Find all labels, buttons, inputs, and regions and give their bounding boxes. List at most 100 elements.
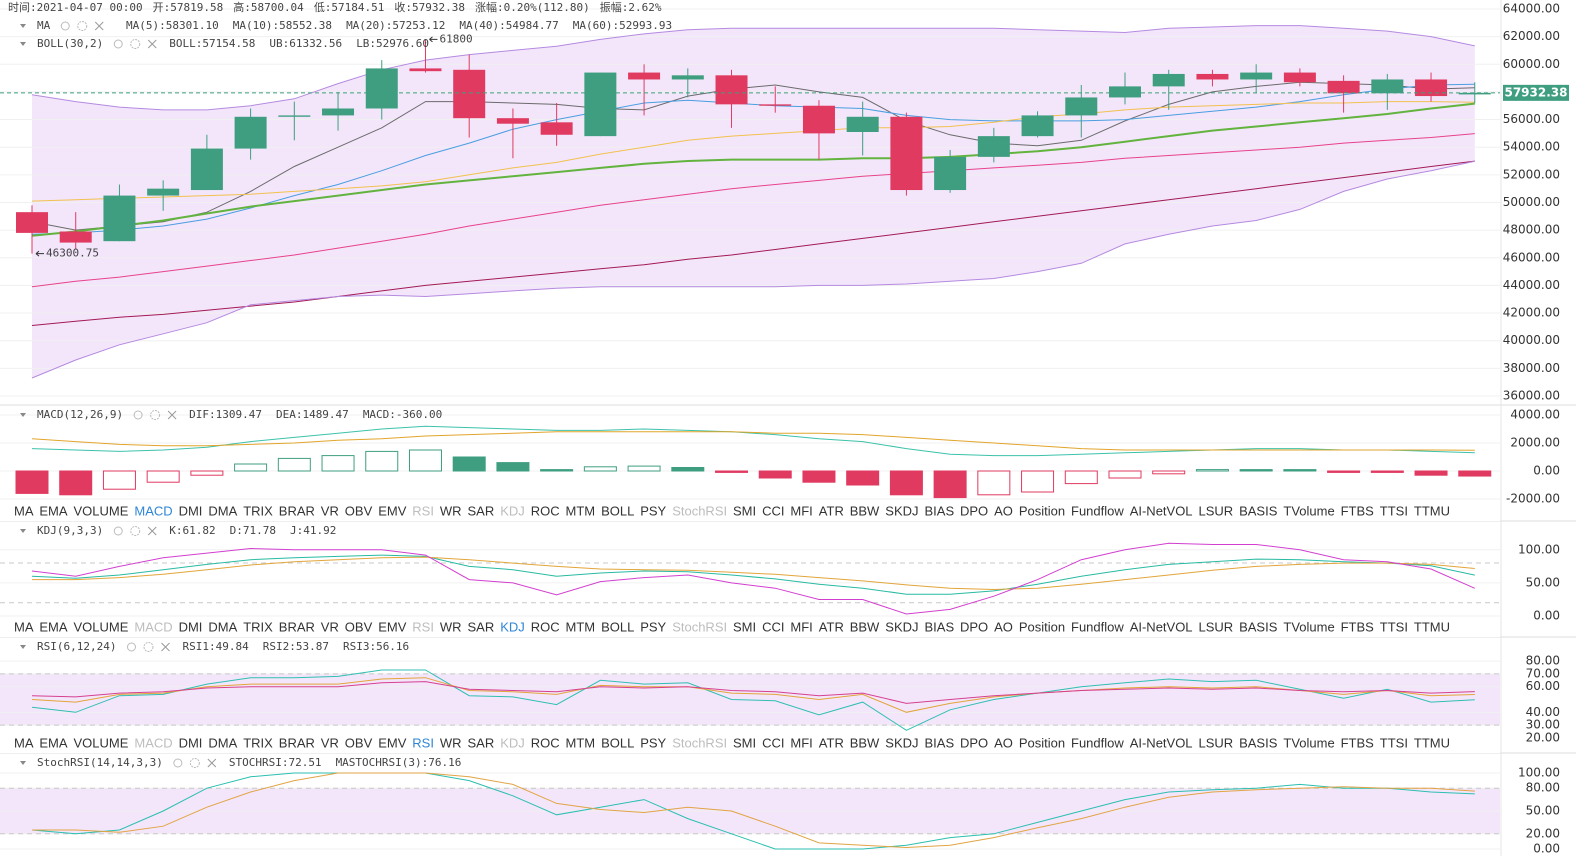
indicator-tab[interactable]: SAR xyxy=(468,735,495,750)
indicator-tab[interactable]: OBV xyxy=(345,619,373,634)
indicator-tab[interactable]: KDJ xyxy=(500,735,525,750)
indicator-tab[interactable]: VOLUME xyxy=(74,503,129,518)
indicator-tab[interactable]: ROC xyxy=(531,503,560,518)
collapse-arrow[interactable] xyxy=(20,42,26,46)
indicator-tab[interactable]: MACD xyxy=(134,503,172,518)
indicator-tab[interactable]: PSY xyxy=(640,503,666,518)
settings-icon[interactable] xyxy=(150,410,161,420)
indicator-tab[interactable]: Fundflow xyxy=(1071,619,1124,634)
indicator-tab[interactable]: ROC xyxy=(531,619,560,634)
collapse-arrow[interactable] xyxy=(20,645,26,649)
indicator-tab[interactable]: DMA xyxy=(208,735,237,750)
collapse-arrow[interactable] xyxy=(20,529,26,533)
indicator-tab[interactable]: BRAR xyxy=(279,503,315,518)
close-icon[interactable] xyxy=(147,39,157,49)
indicator-tab[interactable]: BOLL xyxy=(601,735,634,750)
indicator-tab[interactable]: EMV xyxy=(378,735,407,750)
indicator-tab[interactable]: StochRSI xyxy=(672,503,727,518)
indicator-tab[interactable]: Position xyxy=(1019,503,1065,518)
indicator-tab[interactable]: DPO xyxy=(960,503,988,518)
indicator-tab[interactable]: EMA xyxy=(39,619,68,634)
indicator-tab[interactable]: SMI xyxy=(733,503,756,518)
indicator-tab[interactable]: ATR xyxy=(819,503,844,518)
indicator-tab[interactable]: Fundflow xyxy=(1071,503,1124,518)
indicator-tab[interactable]: MFI xyxy=(790,619,812,634)
indicator-tab[interactable]: AO xyxy=(994,503,1013,518)
indicator-tab[interactable]: MTM xyxy=(566,735,596,750)
indicator-tab[interactable]: Fundflow xyxy=(1071,735,1124,750)
indicator-tab[interactable]: AI-NetVOL xyxy=(1130,619,1193,634)
indicator-tab[interactable]: MACD xyxy=(134,619,172,634)
indicator-tab[interactable]: BIAS xyxy=(925,735,955,750)
indicator-tab[interactable]: BOLL xyxy=(601,619,634,634)
indicator-tab[interactable]: StochRSI xyxy=(672,619,727,634)
indicator-tab[interactable]: AI-NetVOL xyxy=(1130,735,1193,750)
indicator-tab[interactable]: SMI xyxy=(733,735,756,750)
settings-icon[interactable] xyxy=(189,758,200,768)
indicator-tab[interactable]: DPO xyxy=(960,619,988,634)
indicator-tab[interactable]: MA xyxy=(14,619,34,634)
indicator-tab[interactable]: MFI xyxy=(790,503,812,518)
close-icon[interactable] xyxy=(94,21,104,31)
indicator-tab[interactable]: Position xyxy=(1019,735,1065,750)
indicator-tab[interactable]: TVolume xyxy=(1283,503,1334,518)
indicator-tab[interactable]: MTM xyxy=(566,619,596,634)
indicator-tab[interactable]: VOLUME xyxy=(74,735,129,750)
indicator-tab[interactable]: BBW xyxy=(850,735,880,750)
indicator-tab[interactable]: StochRSI xyxy=(672,735,727,750)
indicator-tab[interactable]: PSY xyxy=(640,735,666,750)
indicator-tab[interactable]: RSI xyxy=(412,735,434,750)
collapse-arrow[interactable] xyxy=(20,413,26,417)
indicator-tab[interactable]: MTM xyxy=(566,503,596,518)
indicator-tab[interactable]: ROC xyxy=(531,735,560,750)
indicator-tab[interactable]: WR xyxy=(440,735,462,750)
indicator-tab[interactable]: BASIS xyxy=(1239,503,1278,518)
close-icon[interactable] xyxy=(161,642,170,652)
indicator-tab[interactable]: CCI xyxy=(762,503,784,518)
indicator-tab[interactable]: BIAS xyxy=(925,503,955,518)
indicator-tab[interactable]: ATR xyxy=(819,735,844,750)
indicator-tab[interactable]: RSI xyxy=(412,619,434,634)
indicator-tab[interactable]: RSI xyxy=(412,503,434,518)
indicator-tab[interactable]: VOLUME xyxy=(74,619,129,634)
indicator-tab[interactable]: VR xyxy=(321,735,339,750)
indicator-tab[interactable]: FTBS xyxy=(1341,735,1375,750)
indicator-tab[interactable]: MA xyxy=(14,503,34,518)
indicator-tab[interactable]: TVolume xyxy=(1283,619,1334,634)
indicator-tab[interactable]: CCI xyxy=(762,619,784,634)
indicator-tab[interactable]: BBW xyxy=(850,503,880,518)
indicator-tab[interactable]: LSUR xyxy=(1199,619,1234,634)
indicator-tab[interactable]: LSUR xyxy=(1199,503,1234,518)
indicator-tab[interactable]: Position xyxy=(1019,619,1065,634)
close-icon[interactable] xyxy=(147,526,157,536)
indicator-tab[interactable]: OBV xyxy=(345,503,373,518)
indicator-tab[interactable]: DMI xyxy=(179,619,203,634)
indicator-tab[interactable]: FTBS xyxy=(1341,619,1375,634)
indicator-tab[interactable]: LSUR xyxy=(1199,735,1234,750)
visibility-icon[interactable] xyxy=(173,758,183,768)
indicator-tab[interactable]: TRIX xyxy=(243,735,273,750)
settings-icon[interactable] xyxy=(130,39,141,49)
indicator-tab[interactable]: TVolume xyxy=(1283,735,1334,750)
indicator-tab[interactable]: OBV xyxy=(345,735,373,750)
indicator-tab[interactable]: DMA xyxy=(208,619,237,634)
indicator-tab[interactable]: DPO xyxy=(960,735,988,750)
indicator-tab[interactable]: AO xyxy=(994,735,1013,750)
indicator-tab[interactable]: BIAS xyxy=(925,619,955,634)
indicator-tab[interactable]: BOLL xyxy=(601,503,634,518)
visibility-icon[interactable] xyxy=(60,21,70,31)
indicator-tab[interactable]: SKDJ xyxy=(885,503,918,518)
indicator-tab[interactable]: WR xyxy=(440,503,462,518)
visibility-icon[interactable] xyxy=(113,39,123,49)
indicator-tab[interactable]: EMV xyxy=(378,503,407,518)
settings-icon[interactable] xyxy=(77,21,88,31)
visibility-icon[interactable] xyxy=(126,642,136,652)
indicator-tab[interactable]: TTSI xyxy=(1380,619,1408,634)
indicator-tab[interactable]: AO xyxy=(994,619,1013,634)
collapse-arrow[interactable] xyxy=(20,761,26,765)
visibility-icon[interactable] xyxy=(113,526,123,536)
indicator-tab[interactable]: BBW xyxy=(850,619,880,634)
indicator-tab[interactable]: FTBS xyxy=(1341,503,1375,518)
indicator-tab[interactable]: TTMU xyxy=(1414,735,1450,750)
indicator-tab[interactable]: MACD xyxy=(134,735,172,750)
